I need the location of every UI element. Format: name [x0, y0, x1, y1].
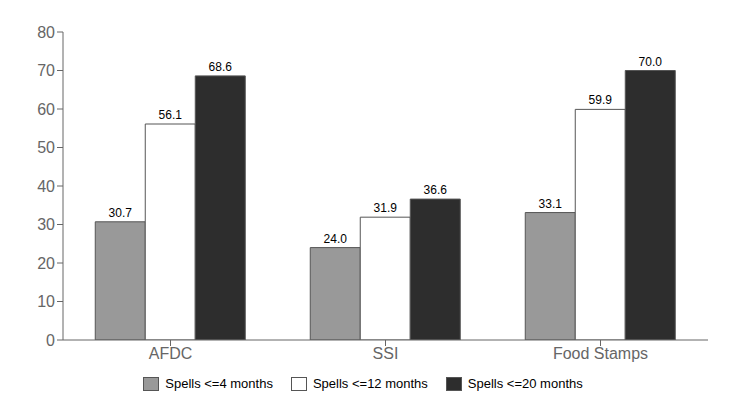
svg-text:Food Stamps: Food Stamps [553, 345, 648, 362]
svg-text:36.6: 36.6 [424, 183, 448, 197]
svg-text:60: 60 [37, 101, 55, 118]
svg-text:0: 0 [46, 332, 55, 349]
svg-text:30: 30 [37, 216, 55, 233]
svg-text:33.1: 33.1 [539, 197, 563, 211]
svg-text:56.1: 56.1 [159, 108, 183, 122]
svg-text:40: 40 [37, 178, 55, 195]
html-text:Spells <=12 months: Spells <=12 months [312, 376, 428, 391]
svg-text:31.9: 31.9 [374, 201, 398, 215]
svg-text:59.9: 59.9 [589, 93, 613, 107]
html-text:Spells <=4 months: Spells <=4 months [165, 376, 273, 391]
svg-text:30.7: 30.7 [109, 206, 133, 220]
svg-text:70.0: 70.0 [639, 55, 663, 69]
svg-text:AFDC: AFDC [149, 345, 193, 362]
svg-text:24.0: 24.0 [324, 232, 348, 246]
svg-text:10: 10 [37, 293, 55, 310]
svg-text:SSI: SSI [373, 345, 399, 362]
svg-text:20: 20 [37, 255, 55, 272]
html-text:Spells <=20 months: Spells <=20 months [467, 376, 583, 391]
svg-text:70: 70 [37, 62, 55, 79]
svg-text:80: 80 [37, 24, 55, 41]
svg-text:68.6: 68.6 [209, 60, 233, 74]
svg-text:50: 50 [37, 139, 55, 156]
